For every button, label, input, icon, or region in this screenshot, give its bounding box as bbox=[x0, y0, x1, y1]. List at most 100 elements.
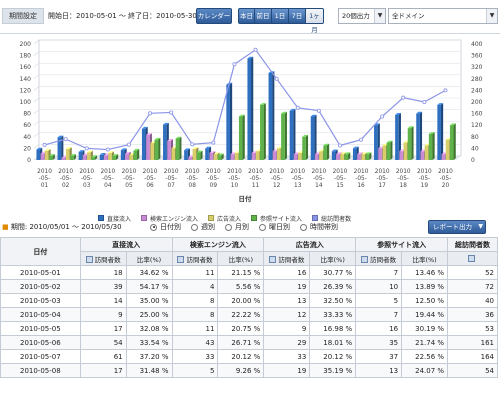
range-tab-today[interactable]: 本日 bbox=[238, 8, 255, 24]
subheader-label: 訪問者数 bbox=[370, 255, 397, 264]
bar-side bbox=[115, 154, 119, 160]
table-cell: 5 bbox=[355, 293, 403, 308]
range-tab-1day[interactable]: 1日 bbox=[272, 8, 289, 24]
legend-item-referral: 参照サイト流入 bbox=[251, 212, 302, 224]
range-tab-1month[interactable]: 1ヶ月 bbox=[306, 8, 324, 34]
table-cell: 8 bbox=[171, 307, 219, 322]
x-tick-label: -05- bbox=[376, 176, 388, 182]
x-tick-label: 19 bbox=[421, 183, 429, 189]
radio-circle[interactable] bbox=[259, 223, 266, 231]
x-tick-label: -05- bbox=[419, 176, 431, 182]
table-cell: 30.77 % bbox=[309, 265, 357, 280]
bar-front bbox=[226, 84, 230, 160]
x-tick-label: 12 bbox=[273, 183, 281, 189]
x-tick-label: 01 bbox=[41, 183, 49, 189]
radio-circle[interactable] bbox=[150, 223, 157, 231]
subheader-ratio[interactable]: 比率(%) bbox=[217, 251, 265, 266]
column-header-search[interactable]: 検索エンジン流入 bbox=[171, 237, 265, 252]
bar-top bbox=[91, 155, 98, 158]
domain-select[interactable]: 全ドメイン ▼ bbox=[388, 8, 498, 24]
cell-date: 2010-05-07 bbox=[0, 349, 81, 364]
cell-date: 2010-05-03 bbox=[0, 293, 81, 308]
legend-label: 直接流入 bbox=[107, 215, 132, 223]
bar-front bbox=[217, 155, 222, 160]
bar-top bbox=[247, 56, 254, 59]
radio-circle[interactable] bbox=[225, 223, 232, 231]
radio-by-month[interactable]: 月別 bbox=[225, 222, 249, 232]
radio-label: 日付別 bbox=[160, 223, 181, 231]
x-tick-label: 2010 bbox=[227, 169, 242, 175]
grouping-radios: 日付別 週別 月別 曜日別 時間帯別 bbox=[150, 222, 338, 232]
bar bbox=[437, 103, 444, 160]
calendar-button[interactable]: カレンダー bbox=[196, 8, 232, 24]
table-cell: 72 bbox=[447, 279, 498, 294]
radio-by-weekday[interactable]: 曜日別 bbox=[259, 222, 290, 232]
subheader-ratio[interactable]: 比率(%) bbox=[401, 251, 449, 266]
table-cell: 40 bbox=[447, 293, 498, 308]
column-header-total[interactable]: 総訪問者数 bbox=[447, 237, 498, 252]
subheader-total-visitors[interactable] bbox=[447, 251, 498, 266]
x-tick-label: 2010 bbox=[311, 169, 326, 175]
bar bbox=[247, 56, 254, 161]
table-cell: 161 bbox=[447, 335, 498, 350]
radio-circle[interactable] bbox=[300, 223, 307, 231]
range-tab-7day[interactable]: 7日 bbox=[289, 8, 306, 24]
radio-circle[interactable] bbox=[191, 223, 198, 231]
bar-top bbox=[154, 137, 161, 140]
bar-front bbox=[44, 150, 49, 160]
bar-top bbox=[230, 152, 237, 155]
table-cell: 54.17 % bbox=[125, 279, 173, 294]
subheader-ratio[interactable]: 比率(%) bbox=[125, 251, 173, 266]
bar-top bbox=[340, 152, 347, 155]
domain-select-value: 全ドメイン bbox=[392, 12, 425, 20]
bar-top bbox=[125, 151, 131, 154]
subheader-ratio[interactable]: 比率(%) bbox=[309, 251, 357, 266]
range-tab-yesterday[interactable]: 前日 bbox=[255, 8, 272, 24]
table-cell: 17 bbox=[79, 321, 127, 336]
bar-front bbox=[209, 153, 214, 160]
bar-front bbox=[268, 73, 273, 160]
radio-by-date[interactable]: 日付別 bbox=[150, 222, 181, 232]
bar-front bbox=[276, 148, 281, 160]
column-header-date[interactable]: 日付 bbox=[0, 237, 81, 266]
bar-top bbox=[352, 146, 359, 149]
subheader-visitors[interactable]: 訪問者数 bbox=[355, 251, 403, 266]
bar-side bbox=[314, 114, 317, 160]
line-point bbox=[253, 47, 258, 52]
bar bbox=[49, 154, 55, 160]
y-tick-label-right: 360 bbox=[471, 53, 483, 60]
radio-by-hour[interactable]: 時間帯別 bbox=[300, 222, 338, 232]
subheader-visitors[interactable]: 訪問者数 bbox=[263, 251, 311, 266]
range-tabs: 本日 前日 1日 7日 1ヶ月 bbox=[238, 8, 324, 34]
x-tick-label: 2010 bbox=[164, 169, 179, 175]
bar-side bbox=[179, 136, 182, 160]
subheader-visitors[interactable]: 訪問者数 bbox=[171, 251, 219, 266]
table-row: 2010-05-02 39 54.17 % 4 5.56 % 19 26.39 % 10 13.… bbox=[0, 279, 498, 294]
gridline-diagonal bbox=[33, 86, 40, 91]
table-cell: 13.89 % bbox=[401, 279, 449, 294]
bar-side bbox=[61, 135, 64, 160]
column-header-ads[interactable]: 広告流入 bbox=[263, 237, 357, 252]
count-select[interactable]: 20個出力 ▼ bbox=[338, 8, 386, 24]
bar-front bbox=[103, 155, 108, 160]
legend-label: 検索エンジン流入 bbox=[150, 215, 199, 223]
line-point bbox=[380, 114, 385, 119]
table-cell: 61 bbox=[79, 349, 127, 364]
line-total-visitors bbox=[44, 48, 446, 151]
y-tick-label-right: 200 bbox=[471, 99, 483, 106]
bar-front bbox=[150, 143, 154, 160]
x-tick-label: -05- bbox=[355, 176, 367, 182]
y-tick-label-left: 20 bbox=[23, 145, 31, 152]
x-tick-label: -05- bbox=[165, 176, 177, 182]
subheader-visitors[interactable]: 訪問者数 bbox=[79, 251, 127, 266]
column-header-referral[interactable]: 参照サイト流入 bbox=[355, 237, 449, 252]
column-header-direct[interactable]: 直接流入 bbox=[79, 237, 173, 252]
x-tick-label: 13 bbox=[294, 183, 302, 189]
radio-by-week[interactable]: 週別 bbox=[191, 222, 215, 232]
x-tick-label: 2010 bbox=[122, 169, 137, 175]
legend-item-total: 総訪問者数 bbox=[312, 212, 351, 224]
bar-side bbox=[263, 103, 266, 160]
report-export-button[interactable]: レポート出力 ▼ bbox=[428, 220, 486, 234]
date-range-text: 開始日：2010-05-01 ～ 終了日：2010-05-30 bbox=[48, 12, 197, 20]
bar-top bbox=[184, 148, 190, 151]
